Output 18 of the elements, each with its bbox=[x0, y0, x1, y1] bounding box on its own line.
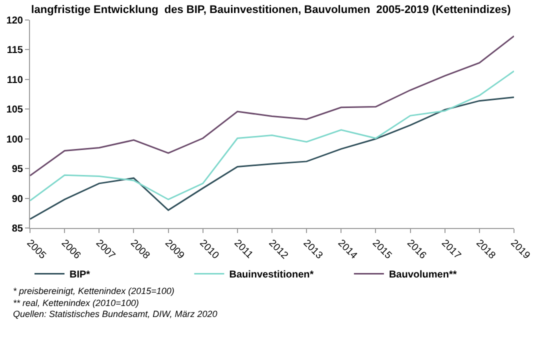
y-tick-label: 95 bbox=[12, 164, 24, 176]
legend-label: BIP* bbox=[70, 270, 90, 281]
y-tick-label: 90 bbox=[12, 194, 24, 205]
y-tick-label: 120 bbox=[6, 16, 24, 26]
y-tick-label: 105 bbox=[6, 104, 24, 116]
y-tick-label: 100 bbox=[6, 134, 24, 146]
text: ** real, Kettenindex (2010=100) bbox=[13, 298, 139, 308]
text: * preisbereinigt, Kettenindex (2015=100) bbox=[13, 286, 174, 296]
y-tick-label: 115 bbox=[6, 45, 24, 56]
line-series bbox=[30, 96, 514, 220]
line-series bbox=[30, 35, 514, 176]
legend-label: Bauinvestitionen* bbox=[229, 270, 314, 281]
y-tick-label: 110 bbox=[6, 74, 24, 86]
line-series bbox=[30, 70, 514, 202]
y-tick-label: 85 bbox=[12, 224, 24, 234]
chart-title: langfristige Entwicklung des BIP, Bauinvestitionen, Bauvolumen 2005-2019 (Kettenindizes) bbox=[31, 4, 512, 16]
legend-label: Bauvolumen** bbox=[388, 270, 457, 281]
source-note: Quellen: Statistisches Bundesamt, DIW, März 2020 bbox=[13, 309, 218, 319]
